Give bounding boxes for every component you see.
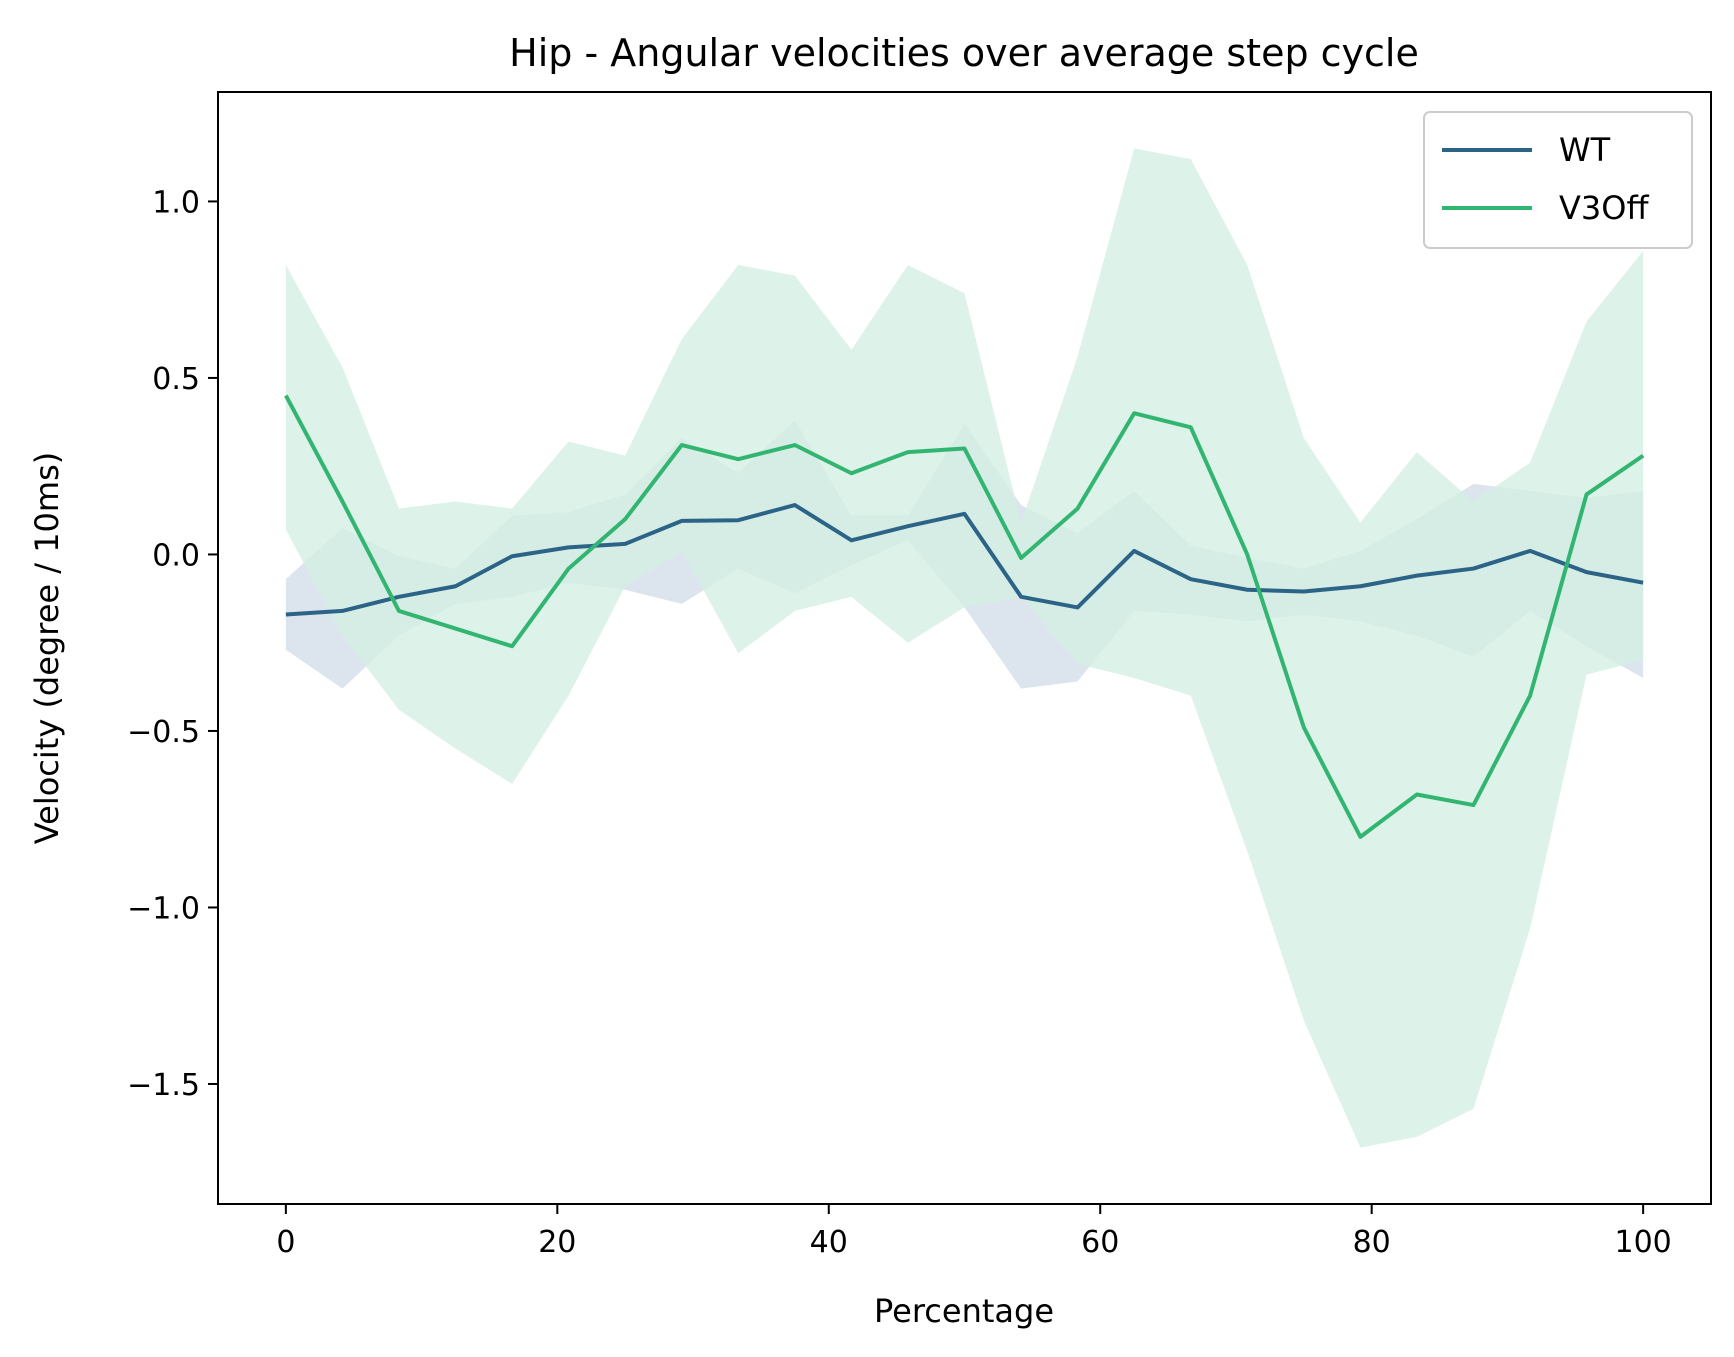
series-lines: [284, 394, 1645, 839]
chart-title: Hip - Angular velocities over average st…: [509, 31, 1419, 75]
x-axis-label: Percentage: [874, 1292, 1054, 1330]
legend-label-wt: WT: [1559, 131, 1611, 169]
x-tick-label: 100: [1615, 1225, 1672, 1260]
x-tick-label: 40: [810, 1225, 848, 1260]
legend-box: [1423, 111, 1693, 249]
line-wt: [285, 503, 1644, 617]
line-v3off: [284, 394, 1645, 839]
y-axis: 1.0 0.5 0.0 −0.5 −1.0 −1.5: [127, 185, 218, 1103]
y-tick-label: −1.5: [127, 1068, 200, 1103]
legend-label-v3off: V3Off: [1559, 189, 1649, 227]
x-tick-label: 20: [538, 1225, 576, 1260]
y-axis-label: Velocity (degree / 10ms): [28, 452, 66, 845]
legend: WT V3Off: [1423, 111, 1693, 249]
y-tick-label: 0.5: [152, 362, 200, 397]
x-tick-label: 0: [276, 1225, 295, 1260]
y-tick-label: 1.0: [152, 185, 200, 220]
x-tick-label: 60: [1081, 1225, 1119, 1260]
confidence-bands: [285, 148, 1644, 1148]
x-tick-label: 80: [1353, 1225, 1391, 1260]
y-tick-label: −1.0: [127, 891, 200, 926]
plot-area-frame: [217, 91, 1712, 1205]
y-tick-label: 0.0: [152, 538, 200, 573]
y-tick-label: −0.5: [127, 715, 200, 750]
x-axis: 0 20 40 60 80 100: [276, 1204, 1672, 1260]
band-v3off: [285, 148, 1644, 1148]
